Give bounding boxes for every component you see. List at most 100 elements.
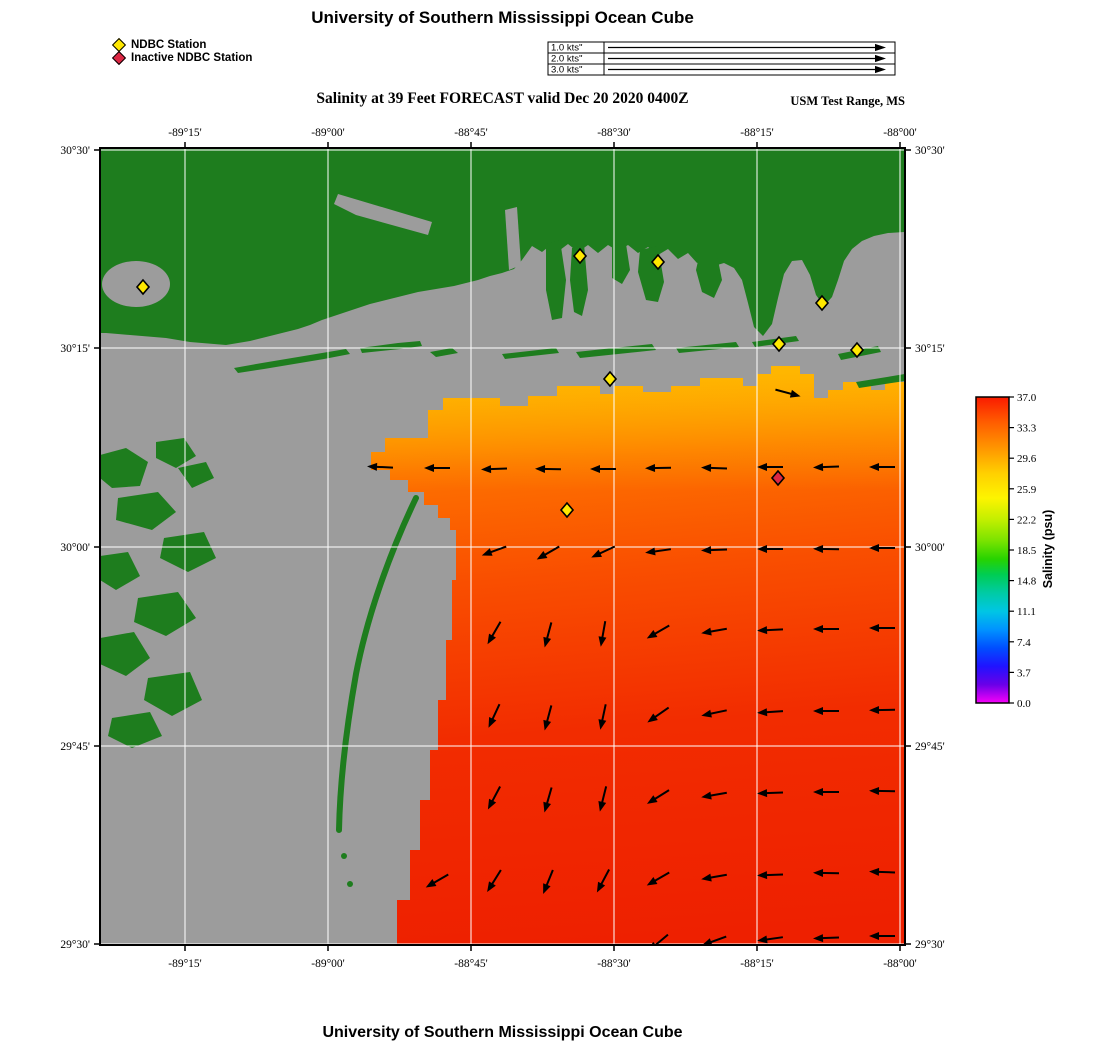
marsh-island: [101, 552, 140, 590]
barrier-island: [502, 348, 559, 359]
marsh-island: [178, 462, 214, 488]
colorbar-tick-label: 7.4: [1017, 637, 1031, 649]
ndbc-station-marker: [814, 294, 830, 312]
ndbc-station-marker: [572, 247, 588, 265]
river-valley: [334, 194, 432, 235]
salinity-field-topband: [371, 366, 904, 944]
axis-labels-layer: -89°15' -89°15' -89°00' -89°00' -88°45' -88°4…: [60, 127, 944, 970]
current-vector-arrow: [701, 463, 728, 472]
current-vector-arrow: [535, 464, 562, 473]
current-vector-arrow: [481, 545, 507, 556]
current-vector-arrow: [813, 544, 840, 553]
current-vectors-layer: [367, 388, 896, 944]
lat-tick-label: 29°45': [60, 741, 90, 753]
land-mass-north: [101, 149, 904, 345]
ndbc-station-marker: [602, 370, 618, 388]
colorbar-tick-label: 25.9: [1017, 484, 1037, 496]
current-vector-arrow: [757, 626, 784, 635]
lat-tick-label: 30°15': [60, 343, 90, 355]
scale-arrow-head: [875, 54, 886, 63]
current-vector-arrow: [590, 465, 616, 473]
lon-tick-label: -88°00': [883, 958, 917, 970]
current-vector-arrow: [701, 709, 727, 718]
vector-scale-box: 1.0 kts'' 2.0 kts'' 3.0 kts'': [547, 41, 896, 76]
river-delta-finger: [546, 240, 566, 320]
scale-label-2kt: 2.0 kts'': [551, 54, 583, 65]
colorbar-tick-label: 3.7: [1017, 667, 1031, 679]
current-vector-arrow: [488, 703, 501, 728]
grid-layer: [101, 149, 904, 944]
current-vector-arrow: [651, 933, 669, 944]
scale-label-1kt: 1.0 kts'': [551, 43, 583, 54]
current-vector-arrow: [367, 462, 394, 471]
current-vector-arrow: [646, 624, 670, 639]
lat-tick-label: 29°30': [915, 939, 945, 951]
lon-tick-label: -88°45': [454, 127, 488, 139]
current-vector-arrow: [596, 869, 610, 893]
current-vector-arrow: [869, 706, 896, 715]
current-vector-arrow: [813, 788, 839, 796]
current-vector-arrow: [543, 787, 553, 813]
colorbar-tick-label: 18.5: [1017, 545, 1037, 557]
current-vector-arrow: [647, 706, 670, 723]
colorbar-tick-label: 33.3: [1017, 423, 1037, 435]
current-vector-arrow: [701, 873, 727, 882]
lat-tick-label: 30°30': [915, 145, 945, 157]
lon-tick-label: -88°15': [740, 958, 774, 970]
barrier-island: [856, 374, 904, 388]
current-vector-arrow: [645, 464, 672, 473]
lon-tick-label: -88°15': [740, 127, 774, 139]
lat-tick-label: 30°30': [60, 145, 90, 157]
region-label: USM Test Range, MS: [790, 94, 905, 108]
scale-label-3kt: 3.0 kts'': [551, 65, 583, 76]
current-vector-arrow: [701, 627, 727, 636]
barrier-island: [430, 348, 458, 357]
lon-tick-label: -89°15': [168, 127, 202, 139]
legend-item-inactive-ndbc-station: Inactive NDBC Station: [111, 50, 253, 65]
lat-tick-label: 30°00': [915, 542, 945, 554]
current-vector-arrow: [757, 545, 783, 553]
inactive-ndbc-station-marker: [770, 469, 786, 487]
river-delta-finger: [570, 244, 588, 316]
colorbar-tick-label: 37.0: [1017, 392, 1037, 404]
legend-label-inactive-ndbc: Inactive NDBC Station: [131, 51, 253, 64]
marsh-island: [144, 672, 202, 716]
current-vector-arrow: [646, 789, 670, 804]
map-canvas: [101, 149, 904, 944]
island-arc: [336, 495, 419, 833]
stations-layer: [135, 247, 865, 519]
marsh-island: [101, 632, 150, 676]
ndbc-station-marker: [650, 253, 666, 271]
lat-tick-label: 29°45': [915, 741, 945, 753]
ndbc-station-marker: [559, 501, 575, 519]
marsh-island: [108, 712, 162, 748]
current-vector-arrow: [703, 935, 727, 944]
marsh-island: [101, 448, 148, 488]
lon-tick-label: -89°00': [311, 127, 345, 139]
lat-tick-label: 30°15': [915, 343, 945, 355]
current-vector-arrow: [701, 791, 727, 800]
current-vector-arrow: [813, 868, 840, 877]
current-vector-arrow: [757, 463, 783, 471]
current-vector-arrow: [869, 463, 895, 471]
current-vector-arrow: [869, 786, 896, 795]
colorbar: 37.0 33.3 29.6 25.9 22.2 18.5 14.8 11.1 7.4 3.7 0.…: [975, 392, 1037, 710]
legend-item-ndbc-station: NDBC Station: [111, 37, 252, 52]
lon-tick-label: -88°00': [883, 127, 917, 139]
current-vector-arrow: [598, 704, 607, 730]
current-vector-arrow: [813, 934, 840, 943]
current-vector-arrow: [813, 707, 839, 715]
station-legend: NDBC Station Inactive NDBC Station: [111, 37, 253, 65]
scale-arrow-head: [875, 65, 886, 74]
current-vector-arrow: [598, 621, 607, 647]
river-delta-finger: [696, 250, 722, 298]
colorbar-title: Salinity (psu): [1041, 510, 1055, 588]
lat-tick-label: 29°30': [60, 939, 90, 951]
current-vector-arrow: [869, 624, 895, 632]
lon-tick-label: -89°15': [168, 958, 202, 970]
lon-tick-label: -89°00': [311, 958, 345, 970]
lat-tick-label: 30°00': [60, 542, 90, 554]
footer-title: University of Southern Mississippi Ocean…: [322, 1024, 683, 1041]
current-vector-arrow: [701, 546, 728, 555]
